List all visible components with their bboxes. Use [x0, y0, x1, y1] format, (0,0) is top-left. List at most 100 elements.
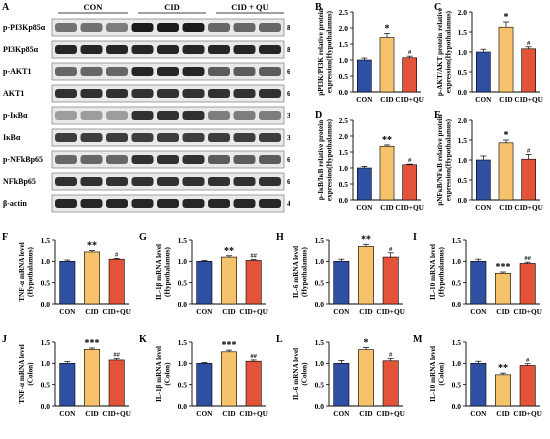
- panel-label: G: [139, 232, 147, 243]
- significance-mark: **: [382, 135, 392, 146]
- y-tick-label: 2.5: [339, 8, 349, 17]
- blot-row-label: p-IκBα: [3, 111, 28, 120]
- blot-band: [80, 23, 103, 32]
- y-tick-label: 0.5: [41, 380, 51, 389]
- blot-band: [233, 133, 256, 142]
- significance-mark: #: [115, 251, 119, 258]
- y-axis-label: IL-1β mRNA level: [155, 346, 163, 402]
- y-tick-label: 0.5: [41, 278, 51, 287]
- blot-band: [55, 199, 77, 208]
- blot-band: [55, 133, 77, 142]
- blot-band: [233, 177, 256, 186]
- panel-label: E: [434, 110, 441, 121]
- y-tick-label: 0.0: [458, 88, 468, 97]
- panel-label: B: [315, 2, 322, 13]
- blot-band: [208, 89, 230, 98]
- bar-CID: [379, 37, 395, 93]
- x-tick-label: CON: [356, 95, 373, 104]
- significance-mark: ***: [85, 338, 100, 349]
- blot-band: [80, 177, 103, 186]
- blot-band: [259, 89, 281, 98]
- y-tick-label: 1.0: [41, 359, 51, 368]
- y-tick-label: 1.5: [41, 338, 51, 347]
- blot-row-label: p-PI3Kp85α: [3, 23, 46, 32]
- blot-band: [131, 199, 154, 208]
- significance-mark: **: [87, 241, 97, 252]
- bar-CID+QU: [519, 263, 536, 305]
- y-tick-label: 0.0: [339, 88, 349, 97]
- bar-CID: [84, 251, 100, 305]
- y-tick-label: 1.5: [339, 40, 349, 49]
- y-axis-label: (Colon): [300, 362, 308, 386]
- x-tick-label: CON: [59, 409, 76, 418]
- significance-mark: #: [527, 147, 531, 154]
- y-tick-label: 1.0: [178, 359, 188, 368]
- blot-kda-label: 85kDa: [287, 45, 290, 54]
- blot-band: [80, 155, 103, 164]
- significance-mark: **: [224, 246, 234, 257]
- blot-band: [233, 67, 256, 76]
- x-tick-label: CID+QU: [395, 95, 424, 104]
- blot-band: [55, 155, 77, 164]
- chart-panel-M: M IL-10 mRNA level (Colon) 0.0 0.5 1.0 1.5 CON *…: [411, 332, 548, 439]
- x-tick-label: CON: [196, 307, 213, 316]
- blot-band: [182, 67, 205, 76]
- blot-band: [55, 67, 77, 76]
- blot-band: [80, 111, 103, 120]
- blot-band: [55, 177, 77, 186]
- significance-mark: #: [408, 49, 412, 56]
- blot-band: [208, 67, 230, 76]
- blot-band: [233, 89, 256, 98]
- y-tick-label: 1.5: [315, 236, 325, 245]
- y-tick-label: 1.0: [339, 164, 349, 173]
- panel-label: I: [413, 232, 417, 243]
- significance-mark: #: [389, 246, 393, 253]
- y-tick-label: 0.0: [452, 300, 462, 309]
- bar-CON: [333, 363, 350, 407]
- blot-kda-label: 60kDa: [287, 67, 290, 76]
- panel-label: F: [2, 232, 8, 243]
- x-tick-label: CID+QU: [513, 409, 542, 418]
- y-tick-label: 0.5: [315, 278, 325, 287]
- chart-panel-J: J TNF-α mRNA level (Colon) 0.0 0.5 1.0 1.5 CON *…: [0, 332, 137, 439]
- panel-label: K: [139, 334, 147, 345]
- x-tick-label: CID+QU: [239, 307, 268, 316]
- x-tick-label: CON: [196, 409, 213, 418]
- y-tick-label: 0.5: [339, 72, 349, 81]
- y-axis-label: (Hypothalamus): [163, 246, 171, 297]
- blot-band: [233, 23, 256, 32]
- significance-mark: ***: [496, 262, 511, 273]
- x-tick-label: CID: [496, 409, 509, 418]
- blot-band: [106, 177, 128, 186]
- x-tick-label: CID+QU: [514, 95, 543, 104]
- y-tick-label: 1.0: [458, 156, 468, 165]
- panel-label: H: [276, 232, 284, 243]
- y-tick-label: 1.5: [178, 236, 188, 245]
- bar-CON: [59, 363, 76, 407]
- blot-band: [106, 155, 128, 164]
- bar-CID+QU: [382, 256, 399, 305]
- bar-CON: [470, 261, 487, 305]
- bar-CON: [333, 261, 350, 305]
- y-axis-label: IL-10 mRNA level: [429, 244, 437, 300]
- blot-band: [208, 45, 230, 54]
- bar-CID+QU: [245, 360, 262, 407]
- blot-kda-label: 65kDa: [287, 177, 290, 186]
- blot-kda-label: 42kDa: [287, 199, 290, 208]
- x-tick-label: CID: [499, 203, 512, 212]
- x-tick-label: CID: [222, 307, 235, 316]
- chart-panel-H: H IL-6 mRNA level (Hypothalamus) 0.0 0.5 1.0 1…: [274, 230, 411, 337]
- blot-kda-label: 36kDa: [287, 111, 290, 120]
- x-tick-label: CID+QU: [102, 409, 131, 418]
- blot-band: [106, 89, 128, 98]
- y-axis-label: IL-1β mRNA level: [155, 244, 163, 300]
- bar-CID: [358, 349, 374, 407]
- blot-band: [259, 155, 281, 164]
- bar-CID+QU: [402, 57, 417, 93]
- blot-band: [182, 89, 205, 98]
- x-tick-label: CID: [380, 95, 393, 104]
- bar-CID+QU: [382, 360, 399, 407]
- y-axis-label: IL-10 mRNA level: [429, 346, 437, 402]
- western-blot-panel: A CON CID CID + QU p-PI3Kp85α 85kDa PI3Kp85α 85…: [0, 0, 308, 215]
